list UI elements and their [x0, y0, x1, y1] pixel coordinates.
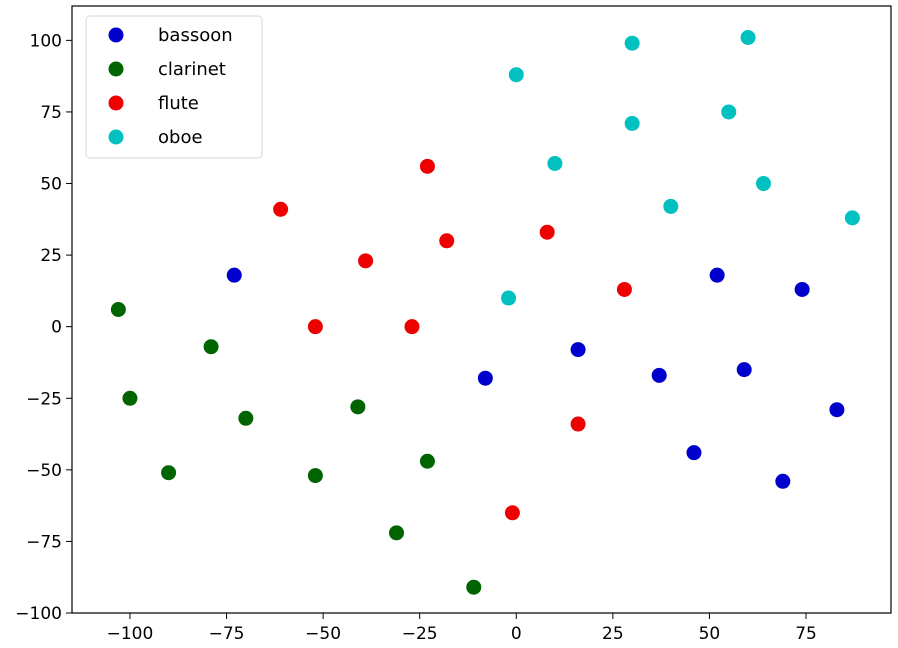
y-tick-label: 50 [40, 175, 62, 195]
legend-marker-oboe [108, 129, 124, 145]
point-flute [539, 224, 555, 240]
point-oboe [547, 155, 563, 171]
point-flute [307, 319, 323, 335]
point-clarinet [419, 453, 435, 469]
point-clarinet [122, 390, 138, 406]
point-oboe [624, 115, 640, 131]
point-clarinet [466, 579, 482, 595]
y-tick-label: −75 [26, 532, 62, 552]
x-tick-label: −100 [107, 624, 154, 644]
point-clarinet [238, 410, 254, 426]
x-tick-label: 75 [795, 624, 817, 644]
point-oboe [501, 290, 517, 306]
point-flute [504, 505, 520, 521]
legend-label-bassoon: bassoon [158, 25, 233, 46]
point-oboe [508, 67, 524, 83]
y-tick-label: 25 [40, 246, 62, 266]
point-clarinet [161, 465, 177, 481]
x-tick-label: 0 [511, 624, 522, 644]
point-bassoon [829, 402, 845, 418]
y-tick-label: −100 [15, 604, 62, 624]
point-oboe [721, 104, 737, 120]
y-tick-label: −25 [26, 389, 62, 409]
legend-box [85, 15, 263, 159]
point-bassoon [709, 267, 725, 283]
legend-label-oboe: oboe [158, 127, 203, 148]
y-tick-label: −50 [26, 461, 62, 481]
x-tick-label: −75 [209, 624, 245, 644]
legend-marker-bassoon [108, 27, 124, 43]
legend: bassoon clarinet flute oboe [85, 15, 263, 159]
point-bassoon [570, 342, 586, 358]
data-points [110, 29, 860, 595]
point-bassoon [775, 473, 791, 489]
point-bassoon [736, 362, 752, 378]
y-tick-label: 100 [30, 31, 62, 51]
point-bassoon [651, 367, 667, 383]
x-tick-label: −50 [305, 624, 341, 644]
point-flute [439, 233, 455, 249]
point-clarinet [110, 302, 126, 317]
point-clarinet [389, 525, 405, 541]
legend-label-clarinet: clarinet [158, 59, 226, 80]
point-bassoon [477, 370, 493, 386]
x-axis-ticks: −100 −75 −50 −25 0 25 50 75 [107, 613, 817, 644]
point-oboe [756, 176, 772, 192]
legend-label-flute: flute [158, 93, 199, 114]
x-tick-label: 25 [602, 624, 624, 644]
point-oboe [740, 29, 756, 45]
point-flute [273, 201, 289, 217]
point-flute [358, 253, 374, 269]
y-axis-ticks: −100 −75 −50 −25 0 25 50 75 100 [15, 31, 72, 624]
point-oboe [844, 210, 860, 226]
point-flute [419, 158, 435, 174]
point-flute [404, 319, 420, 335]
legend-marker-flute [108, 95, 124, 111]
legend-marker-clarinet [108, 61, 124, 77]
x-tick-label: 50 [699, 624, 721, 644]
point-clarinet [307, 468, 323, 484]
point-clarinet [350, 399, 366, 415]
point-bassoon [226, 267, 242, 283]
point-bassoon [686, 445, 702, 461]
point-flute [570, 416, 586, 432]
x-tick-label: −25 [402, 624, 438, 644]
y-tick-label: 0 [51, 318, 62, 338]
point-flute [616, 281, 632, 297]
point-clarinet [203, 339, 219, 355]
y-tick-label: 75 [40, 103, 62, 123]
point-bassoon [794, 281, 810, 297]
point-oboe [624, 35, 640, 51]
point-oboe [663, 198, 679, 214]
